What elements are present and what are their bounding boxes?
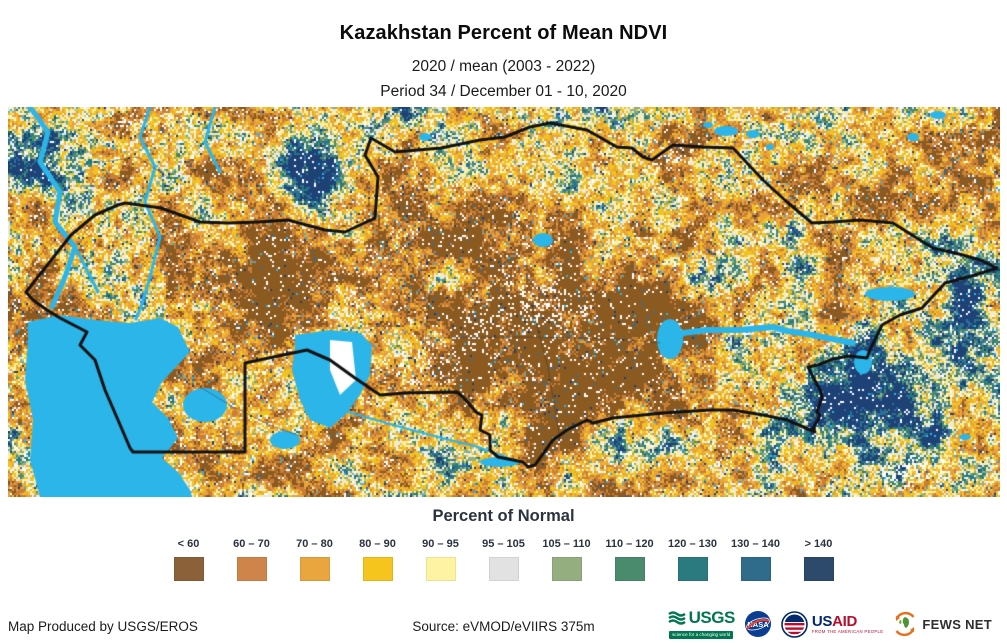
usgs-waves-icon xyxy=(667,611,686,625)
legend-item-label: 70 – 80 xyxy=(296,538,333,550)
legend-item-label: 95 – 105 xyxy=(482,538,525,550)
legend-item: 80 – 90 xyxy=(346,538,409,581)
usgs-logo: USGS science for a changing world xyxy=(667,608,736,639)
subtitle-ratio: 2020 / mean (2003 - 2022) xyxy=(411,58,596,75)
legend-item: 95 – 105 xyxy=(472,538,535,581)
legend-item: 105 – 110 xyxy=(535,538,598,581)
usaid-logo-text: USAID xyxy=(811,612,858,630)
legend-item-swatch xyxy=(551,557,582,581)
legend-item-swatch xyxy=(425,557,456,581)
fewsnet-globe-icon xyxy=(895,612,916,636)
data-source: Source: eVMOD/eVIIRS 375m xyxy=(412,619,595,634)
legend-item: 130 – 140 xyxy=(724,538,787,581)
usgs-tagline: science for a changing world xyxy=(669,631,734,639)
legend-item-label: 105 – 110 xyxy=(542,538,591,550)
legend-item-swatch xyxy=(740,557,771,581)
legend: Percent of Normal < 60 60 – 70 70 – 80 80 –… xyxy=(0,507,1007,581)
legend-item-label: 60 – 70 xyxy=(233,538,270,550)
legend-item: 120 – 130 xyxy=(661,538,724,581)
legend-item: > 140 xyxy=(787,538,850,581)
legend-item: 70 – 80 xyxy=(283,538,346,581)
legend-item-label: 80 – 90 xyxy=(359,538,396,550)
legend-item-swatch xyxy=(173,557,204,581)
legend-item: 90 – 95 xyxy=(409,538,472,581)
legend-item: 110 – 120 xyxy=(598,538,661,581)
legend-item-label: < 60 xyxy=(177,538,200,550)
legend-items: < 60 60 – 70 70 – 80 80 – 90 90 – 95 95 – 105… xyxy=(0,538,1007,581)
legend-item: < 60 xyxy=(157,538,220,581)
legend-item-label: 110 – 120 xyxy=(605,538,654,550)
usgs-logo-text: USGS xyxy=(688,608,736,628)
legend-item-swatch xyxy=(803,557,834,581)
legend-item-swatch xyxy=(236,557,267,581)
legend-title: Percent of Normal xyxy=(432,507,575,525)
fewsnet-logo: FEWS NET xyxy=(892,611,992,637)
nasa-logo-text: NASA xyxy=(747,620,769,629)
ndvi-map-canvas xyxy=(8,107,1000,497)
page-title: Kazakhstan Percent of Mean NDVI xyxy=(339,22,668,44)
logo-strip: USGS science for a changing world NASA U… xyxy=(667,608,992,640)
subtitle-period: Period 34 / December 01 - 10, 2020 xyxy=(380,83,627,100)
usaid-tagline: FROM THE AMERICAN PEOPLE xyxy=(811,628,884,634)
map-credit: Map Produced by USGS/EROS xyxy=(8,619,198,634)
fewsnet-logo-text: FEWS NET xyxy=(922,616,992,632)
legend-item-swatch xyxy=(614,557,645,581)
usaid-seal-icon xyxy=(781,610,808,638)
nasa-logo-icon: NASA xyxy=(744,611,771,637)
legend-item-swatch xyxy=(299,557,330,581)
legend-item: 60 – 70 xyxy=(220,538,283,581)
legend-item-label: 120 – 130 xyxy=(668,538,717,550)
legend-item-label: 130 – 140 xyxy=(731,538,780,550)
usaid-logo: USAID FROM THE AMERICAN PEOPLE xyxy=(781,610,884,638)
legend-item-swatch xyxy=(677,557,708,581)
legend-item-swatch xyxy=(362,557,393,581)
legend-item-label: > 140 xyxy=(804,538,833,550)
legend-item-label: 90 – 95 xyxy=(422,538,459,550)
legend-item-swatch xyxy=(488,557,519,581)
